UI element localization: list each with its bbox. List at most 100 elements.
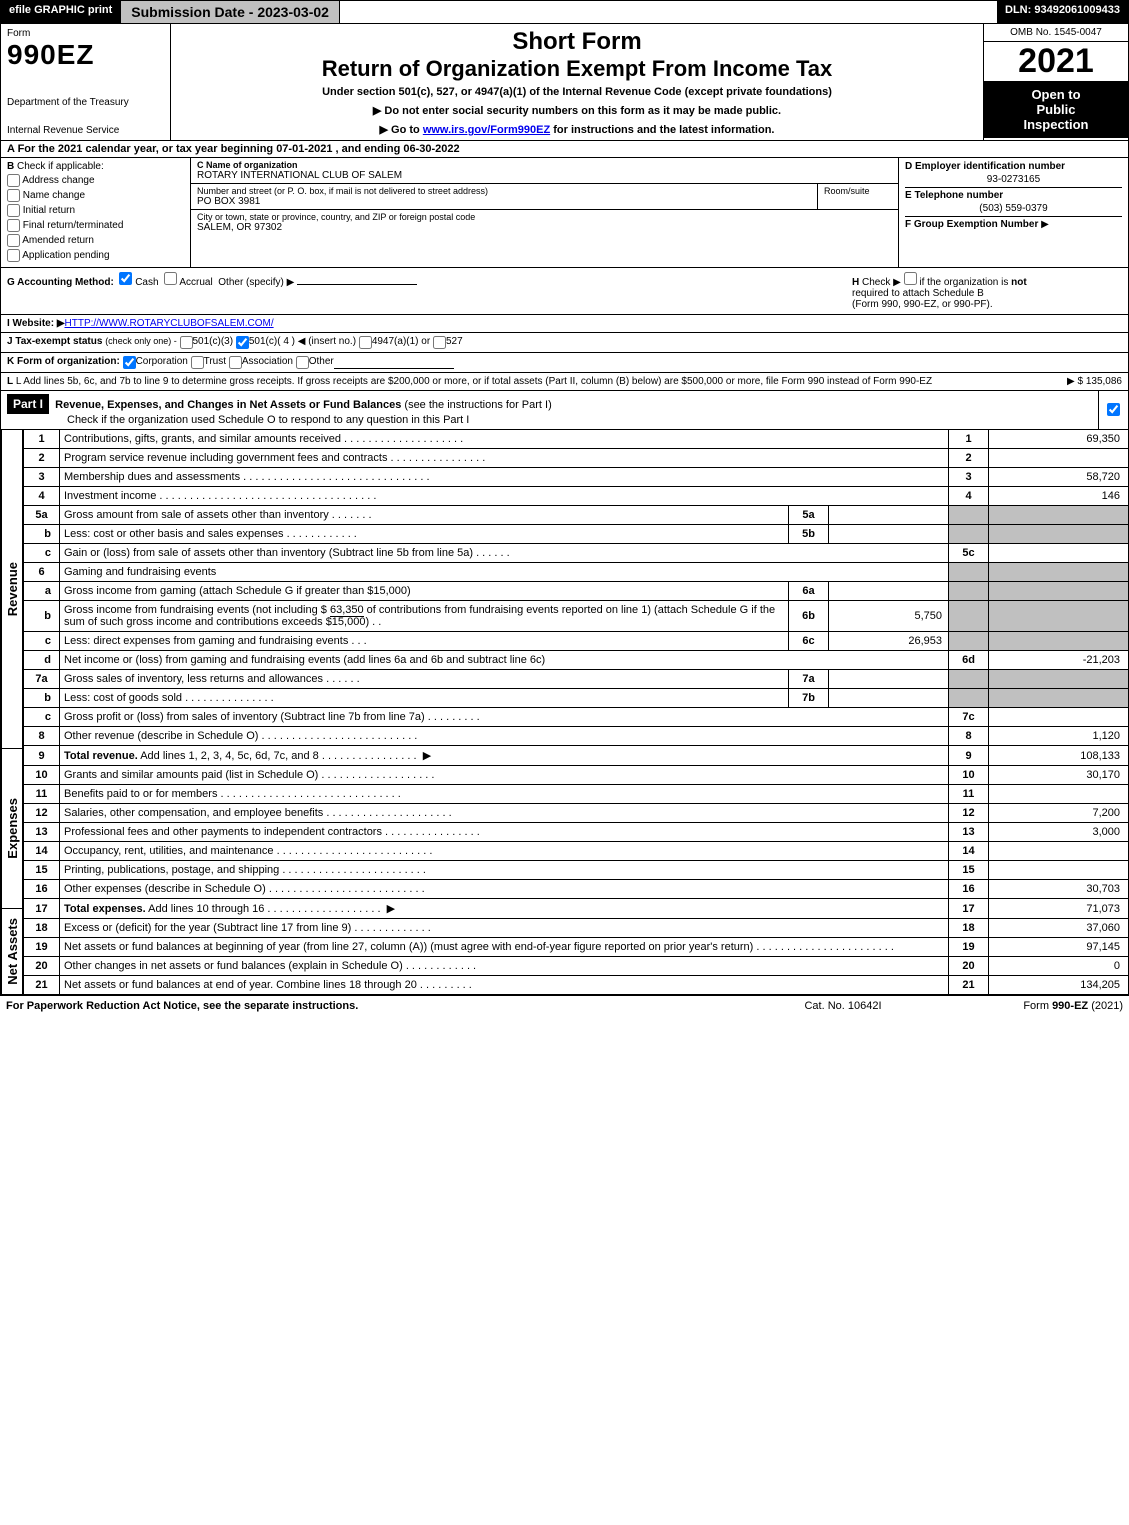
section-i: I Website: ▶ HTTP://WWW.ROTARYCLUBOFSALE… <box>0 315 1129 333</box>
line-cell: 20 <box>949 957 989 976</box>
line-desc: Gross income from gaming (attach Schedul… <box>60 582 789 601</box>
cb-trust[interactable] <box>191 356 204 369</box>
cb-accrual[interactable] <box>164 272 177 285</box>
checkbox-icon[interactable] <box>7 174 20 187</box>
i-label: I Website: ▶ <box>7 318 65 329</box>
other-org-input[interactable] <box>334 356 454 369</box>
c-name-label: C Name of organization <box>197 160 892 170</box>
footer-center: Cat. No. 10642I <box>743 1000 943 1012</box>
line-cell: 17 <box>949 899 989 919</box>
line-16: 16 Other expenses (describe in Schedule … <box>24 880 1129 899</box>
line-6d: d Net income or (loss) from gaming and f… <box>24 651 1129 670</box>
part1-header: Part I Revenue, Expenses, and Changes in… <box>0 391 1129 430</box>
cb-cash[interactable] <box>119 272 132 285</box>
line-num: a <box>24 582 60 601</box>
line-num: b <box>24 525 60 544</box>
cb-4947[interactable] <box>359 336 372 349</box>
cb-527[interactable] <box>433 336 446 349</box>
cb-schedule-o[interactable] <box>1107 403 1120 416</box>
shaded-cell <box>989 563 1129 582</box>
line-17: 17 Total expenses. Add lines 10 through … <box>24 899 1129 919</box>
part1-hint: (see the instructions for Part I) <box>404 399 551 411</box>
ein-value: 93-0273165 <box>905 172 1122 187</box>
line-amount: 134,205 <box>989 976 1129 995</box>
line-desc: Printing, publications, postage, and shi… <box>64 864 279 876</box>
cb-label: Amended return <box>22 235 94 246</box>
line-amount: 58,720 <box>989 468 1129 487</box>
line-desc: Net assets or fund balances at end of ye… <box>64 979 417 991</box>
l-text: L Add lines 5b, 6c, and 7b to line 9 to … <box>16 376 932 387</box>
cb-initial-return[interactable]: Initial return <box>7 204 184 217</box>
line-desc: Other revenue (describe in Schedule O) <box>64 730 258 742</box>
accrual-label: Accrual <box>179 277 212 288</box>
cb-label: Application pending <box>22 250 109 261</box>
open-line3: Inspection <box>1023 117 1088 132</box>
cb-association[interactable] <box>229 356 242 369</box>
irs-link[interactable]: www.irs.gov/Form990EZ <box>423 124 550 136</box>
line-num: 5a <box>24 506 60 525</box>
cb-other-org[interactable] <box>296 356 309 369</box>
line-5b: b Less: cost or other basis and sales ex… <box>24 525 1129 544</box>
tax-year: 2021 <box>984 42 1128 81</box>
line-14: 14 Occupancy, rent, utilities, and maint… <box>24 842 1129 861</box>
line-amount: 30,170 <box>989 766 1129 785</box>
line-desc: Less: cost of goods sold <box>64 692 182 704</box>
other-specify-input[interactable] <box>297 284 417 285</box>
opt-501c3: 501(c)(3) <box>193 336 234 349</box>
cb-application-pending[interactable]: Application pending <box>7 249 184 262</box>
line-num: 1 <box>24 430 60 449</box>
checkbox-icon[interactable] <box>7 249 20 262</box>
line-desc: Gross sales of inventory, less returns a… <box>64 673 323 685</box>
line-num: 18 <box>24 919 60 938</box>
line-cell: 15 <box>949 861 989 880</box>
line-cell: 18 <box>949 919 989 938</box>
cb-final-return[interactable]: Final return/terminated <box>7 219 184 232</box>
instruction-ssn: ▶ Do not enter social security numbers o… <box>181 104 973 117</box>
sub-cell: 5a <box>789 506 829 525</box>
footer-right: Form 990-EZ (2021) <box>943 1000 1123 1012</box>
line-12: 12 Salaries, other compensation, and emp… <box>24 804 1129 823</box>
checkbox-icon[interactable] <box>7 204 20 217</box>
cb-schedule-b[interactable] <box>904 272 917 285</box>
open-public-badge: Open to Public Inspection <box>984 81 1128 138</box>
shaded-cell <box>949 563 989 582</box>
section-l: L L Add lines 5b, 6c, and 7b to line 9 t… <box>0 373 1129 391</box>
cb-501c[interactable] <box>236 336 249 349</box>
shaded-cell <box>989 582 1129 601</box>
cb-address-change[interactable]: Address change <box>7 174 184 187</box>
line-amount: 108,133 <box>989 746 1129 766</box>
sub-cell: 6b <box>789 601 829 632</box>
line-desc: Occupancy, rent, utilities, and maintena… <box>64 845 274 857</box>
line-amount: 3,000 <box>989 823 1129 842</box>
cb-corporation[interactable] <box>123 356 136 369</box>
revenue-vert-label: Revenue <box>5 562 20 616</box>
line-cell: 6d <box>949 651 989 670</box>
line-desc: Less: direct expenses from gaming and fu… <box>64 635 348 647</box>
line-9: 9 Total revenue. Add lines 1, 2, 3, 4, 5… <box>24 746 1129 766</box>
line-18: 18 Excess or (deficit) for the year (Sub… <box>24 919 1129 938</box>
line-cell: 1 <box>949 430 989 449</box>
line-1: 1 Contributions, gifts, grants, and simi… <box>24 430 1129 449</box>
cb-name-change[interactable]: Name change <box>7 189 184 202</box>
open-line1: Open to <box>1031 87 1080 102</box>
checkbox-icon[interactable] <box>7 219 20 232</box>
l-amount: 135,086 <box>1086 376 1122 387</box>
j-hint: (check only one) - <box>105 336 177 349</box>
shaded-cell <box>949 601 989 632</box>
section-j: J Tax-exempt status (check only one) - 5… <box>0 333 1129 353</box>
line-num: 8 <box>24 727 60 746</box>
room-suite-label: Room/suite <box>818 184 898 209</box>
checkbox-icon[interactable] <box>7 189 20 202</box>
line-15: 15 Printing, publications, postage, and … <box>24 861 1129 880</box>
efile-print-label[interactable]: efile GRAPHIC print <box>1 1 121 23</box>
sub-cell: 6a <box>789 582 829 601</box>
checkbox-icon[interactable] <box>7 234 20 247</box>
sub-cell: 7b <box>789 689 829 708</box>
website-link[interactable]: HTTP://WWW.ROTARYCLUBOFSALEM.COM/ <box>65 318 274 329</box>
cb-amended-return[interactable]: Amended return <box>7 234 184 247</box>
line-desc-bold: Total expenses. <box>64 903 146 915</box>
line-amount <box>989 785 1129 804</box>
h-not: not <box>1011 277 1027 288</box>
line-cell: 7c <box>949 708 989 727</box>
cb-501c3[interactable] <box>180 336 193 349</box>
